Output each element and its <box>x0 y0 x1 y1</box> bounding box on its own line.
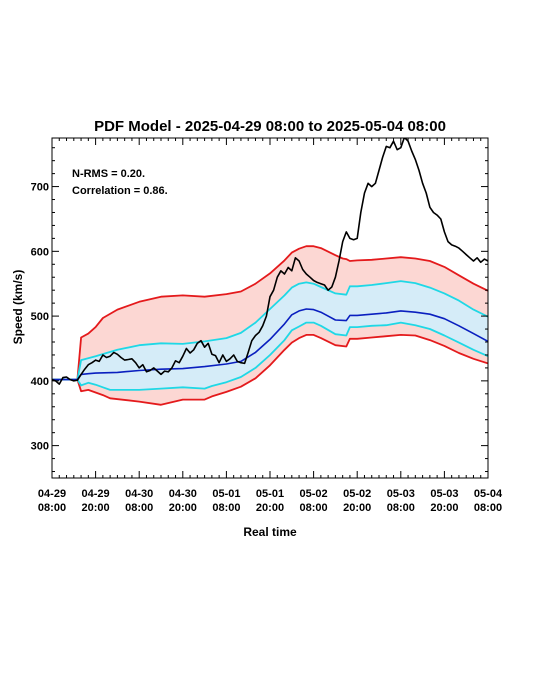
x-tick-label-date: 05-02 <box>343 488 371 500</box>
outer-lower-line <box>52 334 488 406</box>
x-tick-label-date: 04-29 <box>38 488 66 500</box>
x-tick-label-date: 04-29 <box>82 488 110 500</box>
x-tick-label-date: 04-30 <box>169 488 197 500</box>
y-tick-label: 500 <box>31 311 49 323</box>
x-tick-label-time: 08:00 <box>300 502 328 514</box>
x-tick-label-date: 05-02 <box>300 488 328 500</box>
x-tick-label-date: 05-01 <box>212 488 240 500</box>
x-tick-label-time: 08:00 <box>387 502 415 514</box>
correlation-annotation: Correlation = 0.86. <box>72 185 168 197</box>
median-line <box>52 308 488 381</box>
y-axis-label: Speed (km/s) <box>11 270 25 345</box>
x-tick-label-time: 20:00 <box>82 502 110 514</box>
observed-line <box>52 138 488 385</box>
nrms-annotation: N-RMS = 0.20. <box>72 168 145 180</box>
y-tick-label: 600 <box>31 246 49 258</box>
inner-band-fill <box>52 281 488 390</box>
x-tick-label-time: 08:00 <box>125 502 153 514</box>
x-tick-label-time: 20:00 <box>430 502 458 514</box>
inner-upper-line <box>52 280 488 381</box>
x-tick-label-date: 05-03 <box>430 488 458 500</box>
x-tick-label-time: 20:00 <box>343 502 371 514</box>
y-tick-label: 300 <box>31 441 49 453</box>
x-tick-label-date: 05-03 <box>387 488 415 500</box>
x-tick-label-time: 20:00 <box>169 502 197 514</box>
x-tick-label-time: 20:00 <box>256 502 284 514</box>
outer-upper-line <box>52 245 488 381</box>
x-tick-label-time: 08:00 <box>474 502 502 514</box>
x-axis-label: Real time <box>243 525 297 539</box>
series-group <box>52 138 488 406</box>
inner-lower-line <box>52 321 488 391</box>
plot-area: 300 400 500 600 700 04-29 08:00 04-29 20:00 04-30… <box>31 137 503 514</box>
x-tick-label-time: 08:00 <box>212 502 240 514</box>
x-tick-label-date: 05-04 <box>474 488 503 500</box>
x-tick-label-time: 08:00 <box>38 502 66 514</box>
chart-title: PDF Model - 2025-04-29 08:00 to 2025-05-… <box>94 118 446 135</box>
x-tick-label-date: 05-01 <box>256 488 284 500</box>
x-tick-label-date: 04-30 <box>125 488 153 500</box>
y-tick-label: 400 <box>31 376 49 388</box>
y-tick-label: 700 <box>31 182 49 194</box>
